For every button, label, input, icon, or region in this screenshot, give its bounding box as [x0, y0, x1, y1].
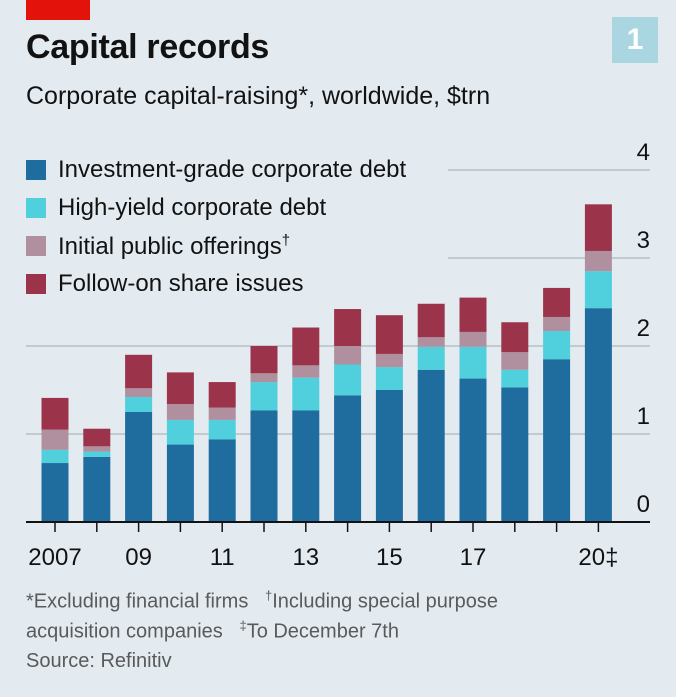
y-tick-label: 1	[637, 403, 650, 430]
bar-segment	[166, 419, 194, 445]
bar-segment	[250, 410, 278, 522]
bar-segment	[292, 377, 320, 411]
y-tick-label: 2	[637, 315, 650, 342]
legend-item-high-yield: High-yield corporate debt	[26, 189, 406, 227]
bar-segment	[83, 456, 111, 522]
footnote-line-1: *Excluding financial firms †Including sp…	[26, 588, 498, 614]
footnote-ddagger-mark: ‡	[239, 618, 247, 633]
legend-label: High-yield corporate debt	[58, 194, 327, 221]
bar-segment	[166, 444, 194, 522]
bar-segment	[41, 397, 69, 430]
footnote-dagger-a: Including special purpose	[272, 590, 498, 613]
legend-swatch-ipo	[26, 236, 46, 256]
bar-segment	[584, 308, 612, 522]
bar-segment	[417, 337, 445, 347]
legend-label: Investment-grade corporate debt	[58, 156, 407, 183]
x-tick-label: 20‡	[578, 544, 618, 571]
bar-segment	[584, 271, 612, 309]
y-tick-label: 3	[637, 227, 650, 254]
bar-segment	[208, 419, 236, 440]
bar-segment	[208, 439, 236, 522]
x-tick-label: 17	[460, 544, 487, 571]
bar-segment	[334, 346, 362, 365]
bar-segment	[41, 463, 69, 522]
bar-segment	[501, 369, 529, 388]
footnote-dagger-mark: †	[265, 588, 273, 603]
bar-segment	[166, 404, 194, 420]
footnote-dagger-b: acquisition companies	[26, 620, 223, 643]
bar-segment	[375, 390, 403, 522]
bar-segment	[459, 297, 487, 332]
footnote-ddagger: To December 7th	[246, 620, 399, 643]
bar-segment	[83, 428, 111, 447]
legend-item-ipo: Initial public offerings†	[26, 227, 406, 265]
legend: Investment-grade corporate debt High-yie…	[26, 151, 406, 303]
x-tick-label: 15	[376, 544, 403, 571]
bar-segment	[41, 449, 69, 464]
legend-item-investment-grade: Investment-grade corporate debt	[26, 151, 406, 189]
bar-segment	[584, 250, 612, 272]
bar-segment	[584, 204, 612, 251]
bar-segment	[292, 327, 320, 366]
bar-segment	[501, 387, 529, 522]
bar-segment	[543, 316, 571, 332]
x-tick-label: 2007	[28, 544, 81, 571]
legend-label: Follow-on share issues	[58, 270, 304, 297]
chart-number-badge: 1	[612, 17, 658, 63]
bar-segment	[334, 364, 362, 396]
bar-segment	[501, 322, 529, 353]
bar-segment	[334, 395, 362, 522]
footnote-star: *Excluding financial firms	[26, 590, 249, 613]
bar-segment	[417, 346, 445, 370]
brand-tag	[26, 0, 90, 20]
bar-segment	[292, 410, 320, 522]
chart-title: Capital records	[26, 28, 270, 66]
bar-segment	[375, 367, 403, 390]
bar-segment	[417, 369, 445, 522]
bar-segment	[208, 382, 236, 408]
x-tick-label: 11	[210, 544, 235, 571]
bar-segment	[501, 352, 529, 370]
bar-segment	[292, 365, 320, 378]
bar-segment	[459, 331, 487, 347]
y-tick-label: 4	[637, 139, 650, 166]
bar-segment	[543, 359, 571, 522]
footnote-source: Source: Refinitiv	[26, 650, 172, 672]
bar-segment	[125, 412, 153, 522]
bar-segment	[83, 451, 111, 457]
legend-item-follow-on: Follow-on share issues	[26, 265, 406, 303]
bar-segment	[125, 388, 153, 398]
bar-segment	[41, 429, 69, 450]
chart-subtitle: Corporate capital-raising*, worldwide, $…	[26, 82, 491, 110]
legend-swatch-high-yield	[26, 198, 46, 218]
y-tick-label: 0	[637, 491, 650, 518]
legend-swatch-follow-on	[26, 274, 46, 294]
bar-segment	[543, 331, 571, 360]
bar-segment	[375, 315, 403, 354]
footnote-line-2: acquisition companies ‡To December 7th	[26, 618, 399, 644]
x-tick-label: 09	[125, 544, 152, 571]
bar-segment	[375, 353, 403, 368]
bar-segment	[459, 346, 487, 379]
bar-segment	[250, 382, 278, 411]
bar-segment	[250, 346, 278, 374]
legend-label: Initial public offerings†	[58, 231, 291, 260]
bar-segment	[166, 372, 194, 405]
bar-segment	[543, 287, 571, 317]
bar-segment	[417, 303, 445, 338]
bar-segment	[459, 378, 487, 522]
bar-segment	[250, 373, 278, 383]
bar-segment	[83, 446, 111, 452]
legend-swatch-investment-grade	[26, 160, 46, 180]
bar-segment	[125, 354, 153, 389]
x-tick-label: 13	[292, 544, 319, 571]
bar-segment	[208, 407, 236, 420]
bar-segment	[334, 309, 362, 346]
bar-segment	[125, 397, 153, 412]
